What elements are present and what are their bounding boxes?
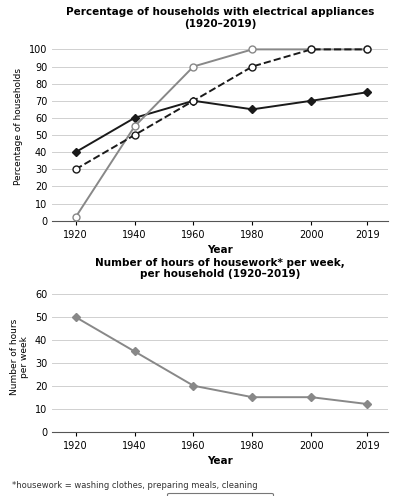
Title: Number of hours of housework* per week,
per household (1920–2019): Number of hours of housework* per week, … [95,257,345,279]
X-axis label: Year: Year [207,456,233,466]
Legend: Hours per week: Hours per week [167,493,273,496]
X-axis label: Year: Year [207,246,233,255]
Y-axis label: Number of hours
per week: Number of hours per week [10,319,29,395]
Title: Percentage of households with electrical appliances
(1920–2019): Percentage of households with electrical… [66,7,374,29]
Legend: Washing machine, Refrigerator, Vacuum cleaner: Washing machine, Refrigerator, Vacuum cl… [70,297,370,313]
Y-axis label: Percentage of households: Percentage of households [14,68,23,185]
Text: *housework = washing clothes, preparing meals, cleaning: *housework = washing clothes, preparing … [12,481,258,490]
